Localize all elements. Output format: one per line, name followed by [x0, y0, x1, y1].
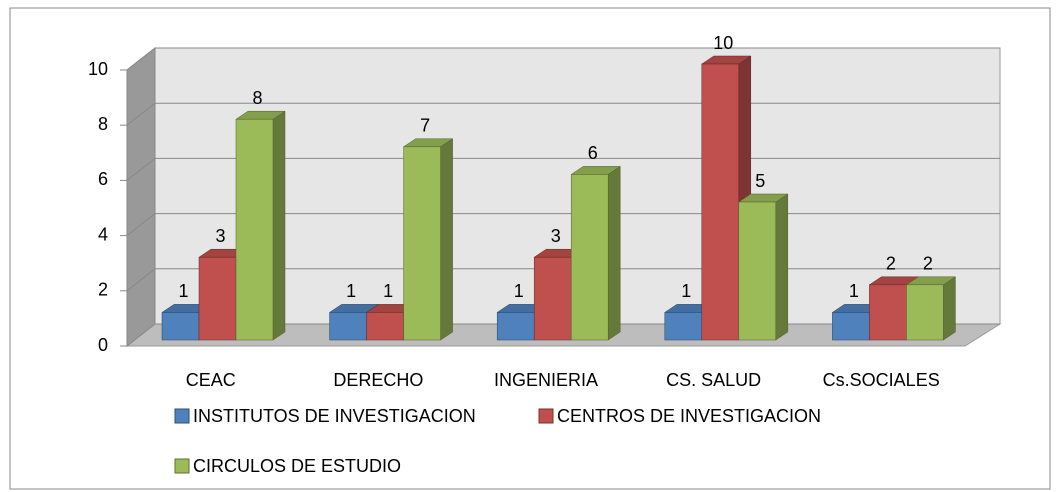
- x-tick-label: CEAC: [186, 370, 236, 390]
- value-label: 1: [178, 281, 188, 301]
- legend-swatch: [174, 408, 190, 424]
- value-label: 1: [681, 281, 691, 301]
- y-tick-label: 2: [98, 280, 108, 300]
- value-label: 10: [713, 33, 733, 53]
- bar: [869, 284, 907, 341]
- grid-line: [126, 102, 156, 126]
- bar: [496, 312, 535, 341]
- bar: [161, 312, 200, 341]
- grid-line: [126, 158, 156, 181]
- legend-swatch: [538, 408, 554, 424]
- bar-side: [943, 276, 956, 341]
- value-label: 6: [588, 143, 598, 163]
- value-label: 1: [514, 281, 524, 301]
- bar-side: [440, 138, 453, 341]
- value-label: 3: [551, 226, 561, 246]
- bar: [701, 63, 740, 341]
- y-tick-label: 4: [98, 224, 108, 244]
- bar: [832, 312, 870, 341]
- value-label: 8: [252, 88, 262, 108]
- value-label: 2: [886, 254, 896, 274]
- value-label: 1: [383, 281, 393, 301]
- bar: [235, 118, 274, 341]
- legend-label: CIRCULOS DE ESTUDIO: [193, 456, 401, 476]
- bar-side: [272, 110, 286, 341]
- value-label: 7: [420, 116, 430, 136]
- value-label: 1: [346, 281, 356, 301]
- bar: [329, 312, 367, 341]
- value-label: 1: [849, 281, 859, 301]
- bar: [570, 174, 609, 341]
- grid-line: [126, 268, 156, 292]
- bar: [533, 256, 572, 341]
- bar-side: [607, 165, 621, 341]
- bar: [738, 201, 777, 341]
- x-tick-label: DERECHO: [333, 370, 423, 390]
- grid-line: [126, 323, 156, 347]
- bar: [198, 256, 237, 341]
- value-label: 3: [215, 226, 225, 246]
- value-label: 2: [923, 254, 933, 274]
- grid-line: [126, 213, 156, 236]
- legend-label: CENTROS DE INVESTIGACION: [557, 406, 821, 426]
- x-tick-label: Cs.SOCIALES: [823, 370, 940, 390]
- bar: [366, 312, 404, 341]
- x-tick-label: INGENIERIA: [494, 370, 598, 390]
- y-tick-label: 10: [88, 59, 108, 79]
- y-tick-label: 0: [98, 335, 108, 355]
- legend-label: INSTITUTOS DE INVESTIGACION: [193, 406, 476, 426]
- bar-side: [775, 193, 789, 341]
- grid-line: [126, 47, 156, 71]
- bar: [403, 146, 441, 341]
- bar: [906, 284, 944, 341]
- y-tick-label: 8: [98, 114, 108, 134]
- legend-swatch: [174, 458, 190, 474]
- side-wall: [126, 46, 156, 348]
- bar: [664, 312, 703, 341]
- value-label: 5: [755, 171, 765, 191]
- x-tick-label: CS. SALUD: [666, 370, 761, 390]
- y-tick-label: 6: [98, 169, 108, 189]
